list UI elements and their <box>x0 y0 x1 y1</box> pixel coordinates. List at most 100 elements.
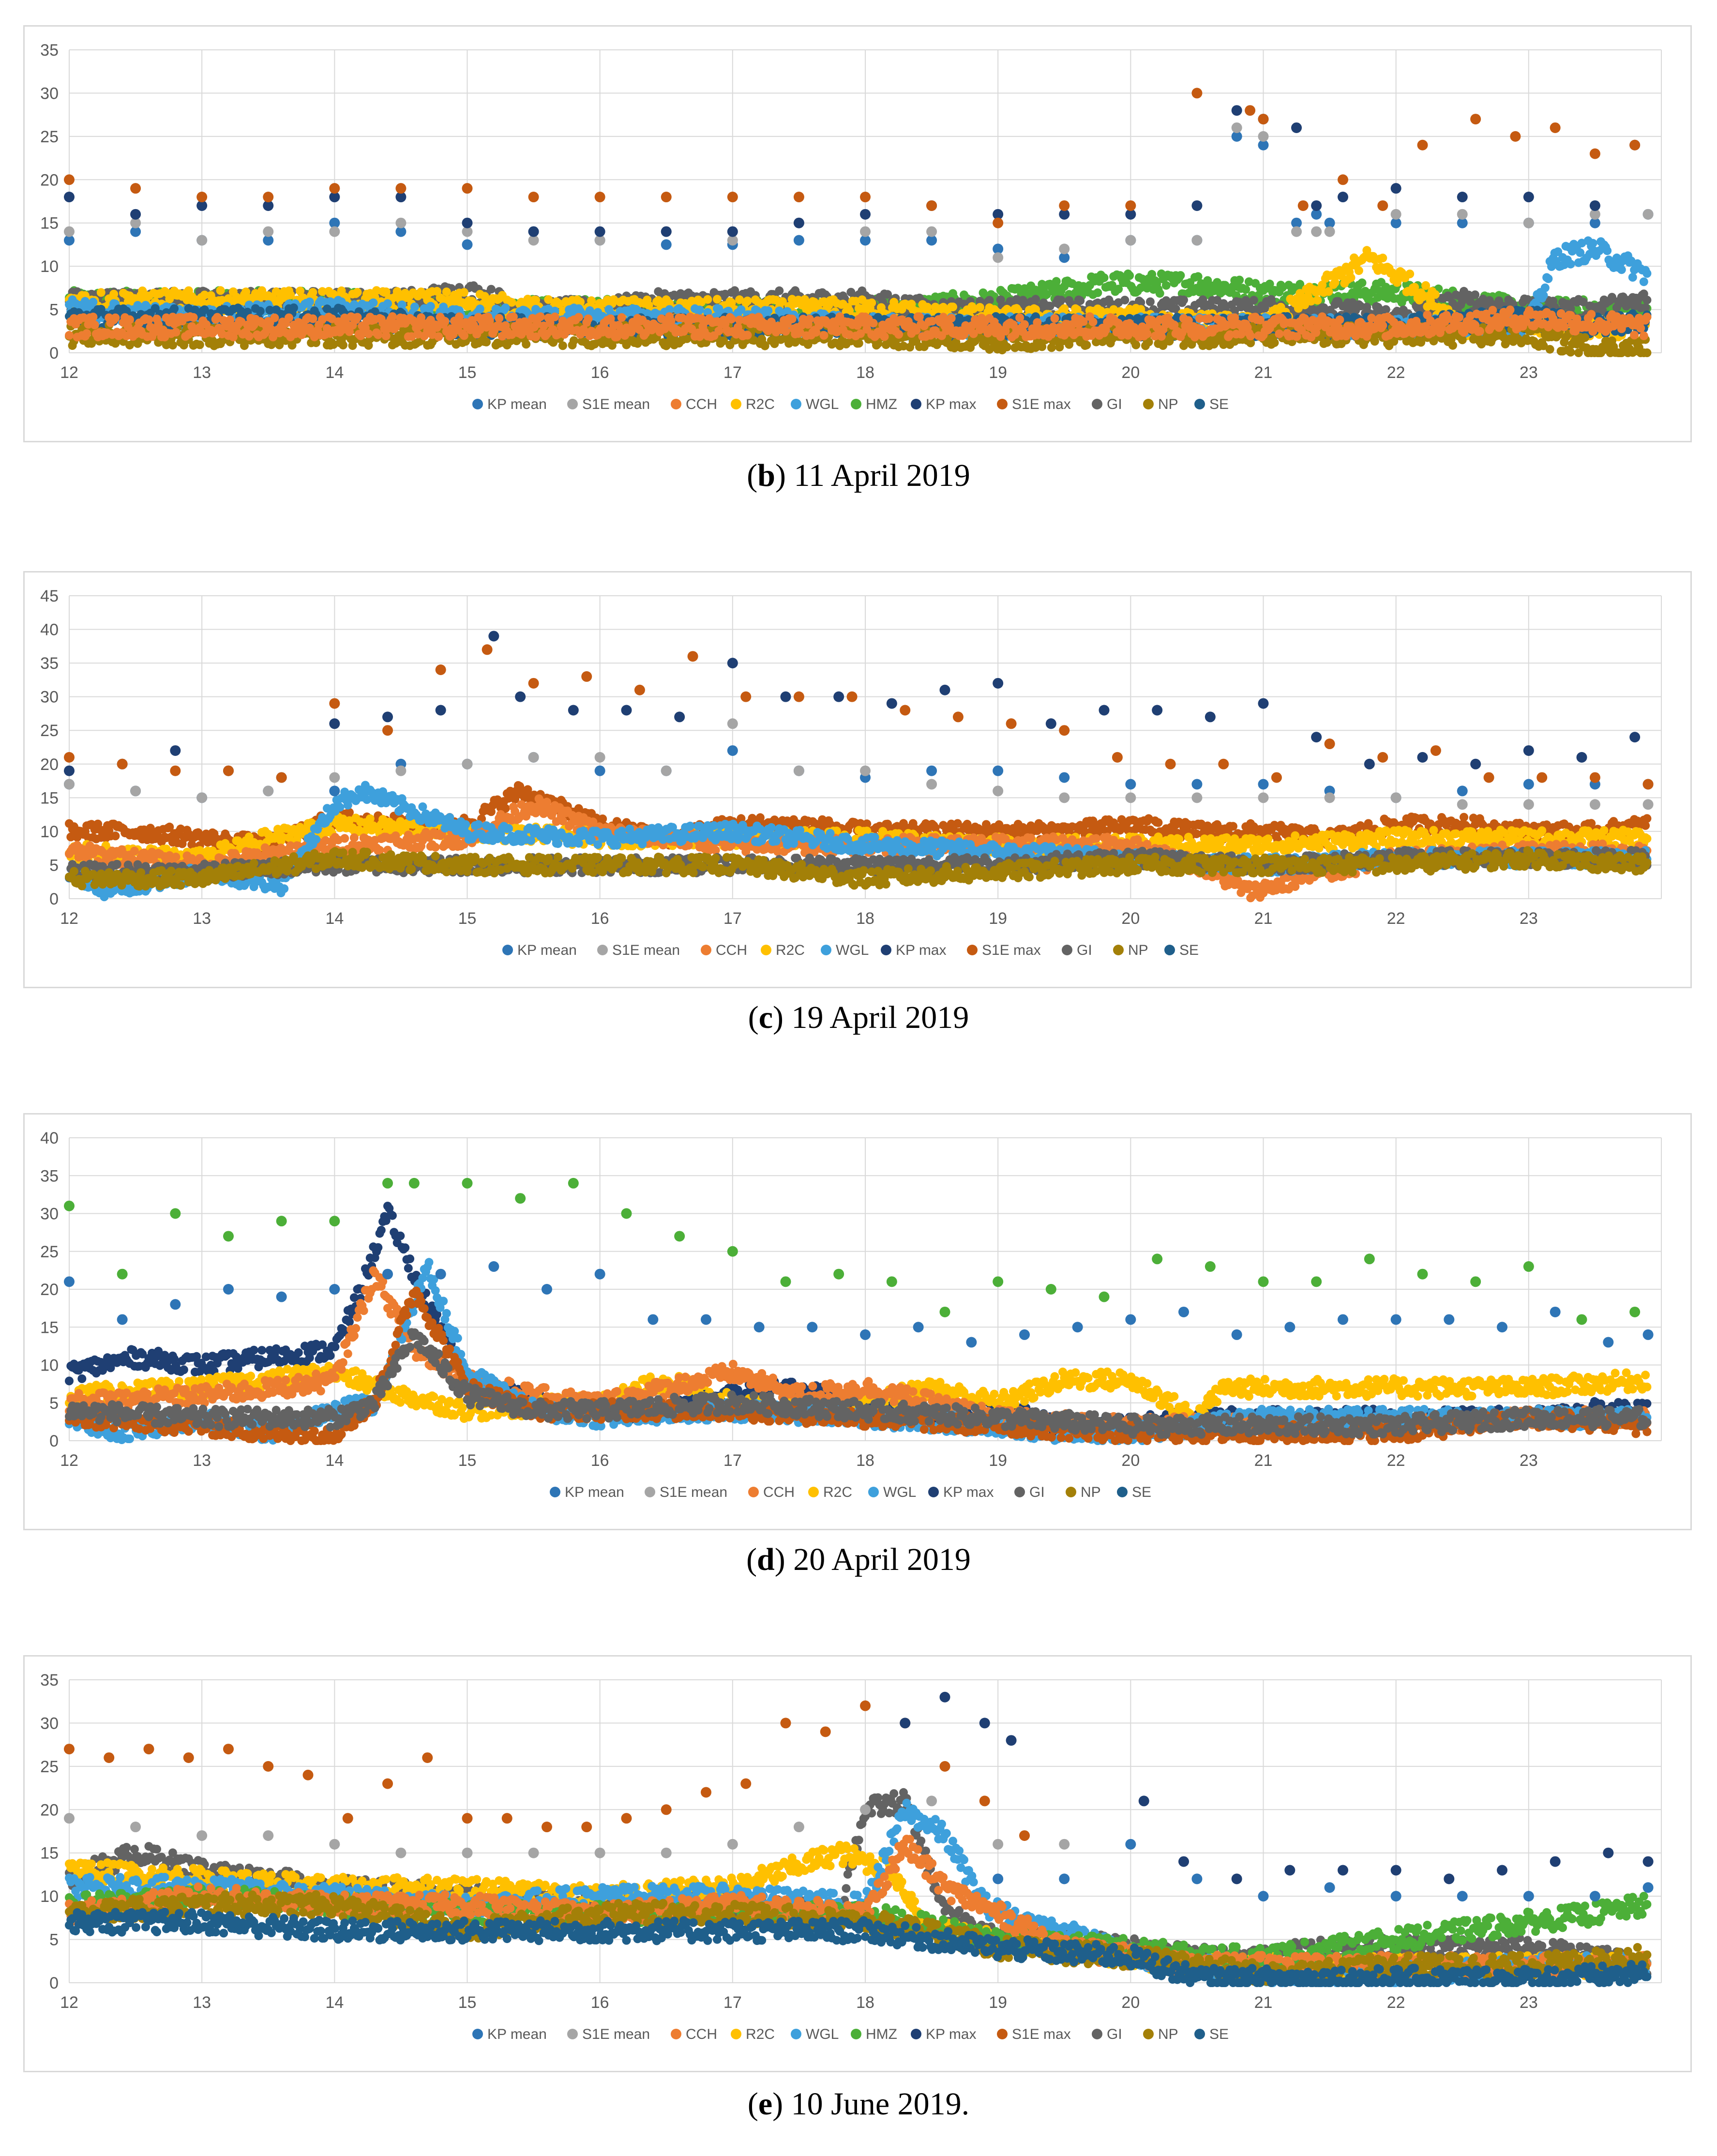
x-tick-label: 23 <box>1520 363 1538 382</box>
data-point <box>1405 270 1415 278</box>
x-tick-label: 18 <box>856 363 874 382</box>
x-tick-label: 12 <box>60 363 78 382</box>
data-point <box>318 287 327 296</box>
data-point <box>1539 291 1548 300</box>
y-tick-label: 5 <box>49 301 59 319</box>
data-point <box>200 290 209 300</box>
data-point <box>286 290 295 300</box>
data-point <box>1241 285 1250 294</box>
data-point <box>1471 290 1480 300</box>
data-point <box>433 286 441 296</box>
data-point <box>170 304 179 313</box>
data-point <box>1642 269 1652 278</box>
data-point <box>1318 281 1327 289</box>
data-point <box>644 301 653 310</box>
data-point <box>1155 289 1164 298</box>
data-point <box>1179 295 1188 304</box>
data-point <box>1076 296 1085 305</box>
data-point <box>737 305 746 314</box>
data-point <box>1579 298 1588 307</box>
data-point <box>265 305 274 315</box>
data-point <box>296 286 305 296</box>
x-tick-label: 22 <box>1387 363 1405 382</box>
data-point <box>695 305 704 315</box>
data-point <box>1378 254 1387 263</box>
data-point <box>241 287 251 297</box>
data-point <box>665 305 674 314</box>
data-point <box>1576 248 1585 257</box>
data-point <box>1346 273 1356 282</box>
y-tick-label: 20 <box>40 171 59 189</box>
data-point <box>1608 293 1616 302</box>
data-point <box>778 297 787 306</box>
data-point <box>200 305 209 314</box>
data-point <box>349 300 359 309</box>
data-point <box>1300 301 1309 309</box>
data-point <box>1295 280 1305 289</box>
chart-panel-b: 0 5 10 15 20 25 30 35 12 13 14 15 16 17 18 19 20 21 22 23 KP… <box>23 25 1692 442</box>
data-point <box>1641 303 1650 312</box>
y-tick-label: 35 <box>40 41 59 60</box>
data-point <box>1045 302 1054 311</box>
data-point <box>442 287 451 297</box>
data-point <box>237 307 246 316</box>
data-point <box>410 302 419 312</box>
data-point <box>1313 296 1322 305</box>
data-point <box>486 285 496 294</box>
data-point <box>96 288 105 297</box>
data-point <box>985 296 994 305</box>
data-point <box>397 300 407 309</box>
data-point <box>1553 247 1563 256</box>
data-point <box>1145 297 1155 306</box>
data-point <box>151 304 160 313</box>
data-point <box>1639 277 1648 286</box>
data-point <box>1421 281 1431 290</box>
x-tick-label: 16 <box>591 363 609 382</box>
y-tick-label: 10 <box>40 257 59 276</box>
data-point <box>727 298 736 307</box>
data-point <box>1431 290 1440 299</box>
data-point <box>764 306 773 315</box>
data-point <box>271 287 281 296</box>
data-point <box>1540 283 1550 292</box>
data-point <box>1093 288 1102 297</box>
data-point <box>475 304 484 314</box>
data-point <box>1249 296 1258 305</box>
x-tick-label: 17 <box>723 363 742 382</box>
y-tick-label: 30 <box>40 84 59 103</box>
data-point <box>1120 296 1130 305</box>
data-point <box>1464 290 1473 300</box>
data-point <box>1628 273 1637 282</box>
data-point <box>923 302 932 312</box>
data-point <box>89 298 98 307</box>
data-point <box>1307 297 1316 306</box>
data-point <box>381 287 391 296</box>
data-point <box>775 286 784 295</box>
data-point <box>1523 295 1532 304</box>
data-point <box>1324 287 1333 296</box>
data-point <box>585 306 594 315</box>
data-point <box>459 288 468 297</box>
data-point <box>867 298 876 307</box>
data-point <box>587 296 596 305</box>
data-point <box>383 299 392 308</box>
data-point <box>1125 271 1134 280</box>
data-point <box>244 301 254 310</box>
data-point <box>1572 305 1581 314</box>
y-tick-label: 15 <box>40 214 59 233</box>
data-point <box>1466 297 1475 306</box>
data-point <box>1265 279 1274 288</box>
data-point <box>1176 271 1185 280</box>
data-point <box>426 302 435 311</box>
data-point <box>256 306 265 316</box>
data-point <box>1235 275 1244 285</box>
data-point <box>308 288 317 297</box>
data-point <box>949 302 957 312</box>
data-point <box>1114 285 1123 294</box>
data-point <box>1381 305 1390 314</box>
data-point <box>845 306 854 315</box>
data-point <box>783 307 792 316</box>
x-tick-label: 20 <box>1121 363 1140 382</box>
data-point <box>1294 304 1303 313</box>
